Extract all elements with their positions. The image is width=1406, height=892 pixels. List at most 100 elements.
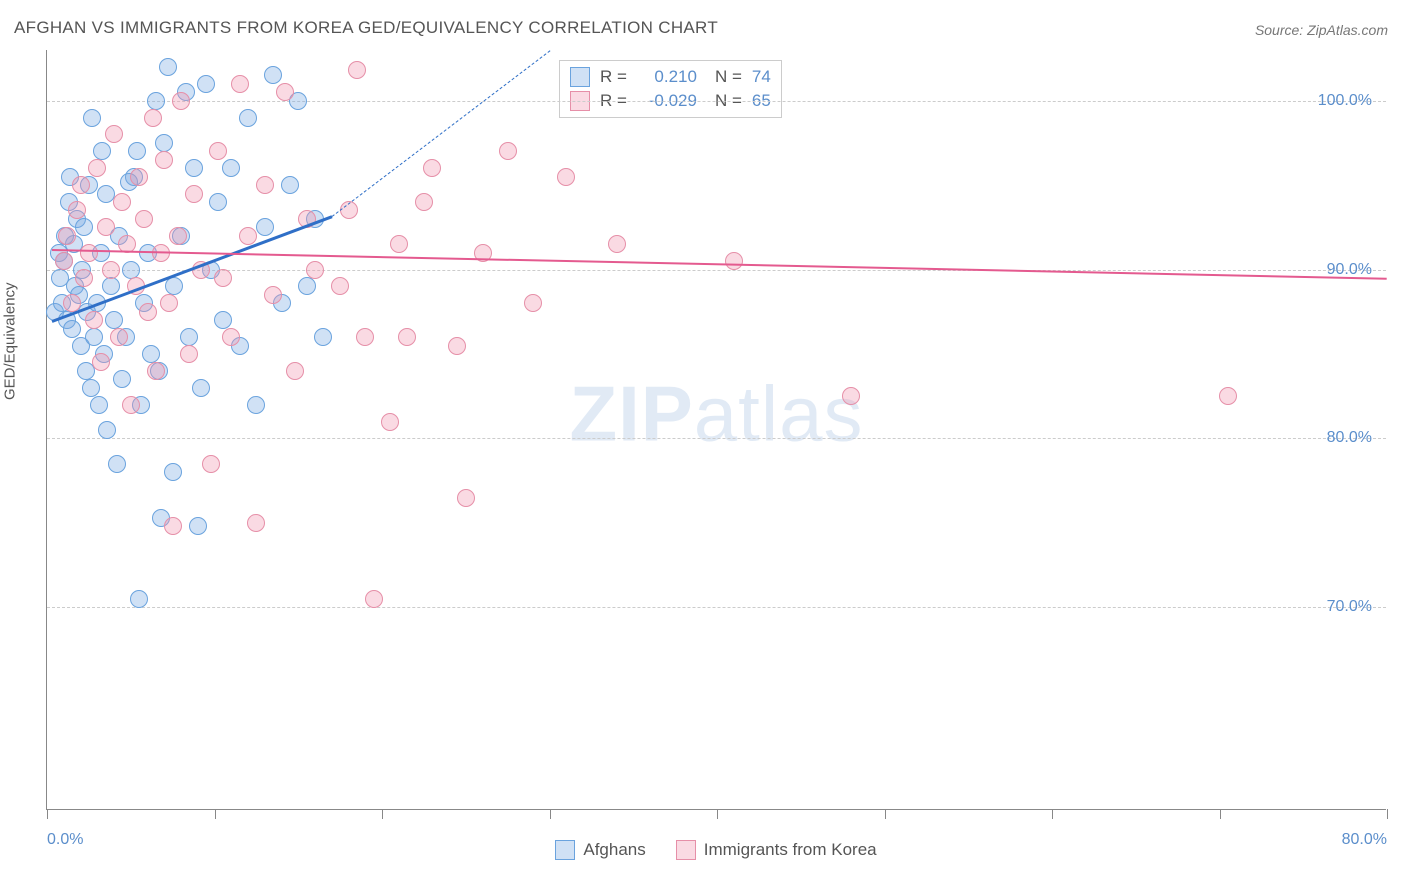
data-point <box>85 311 103 329</box>
data-point <box>725 252 743 270</box>
data-point <box>122 261 140 279</box>
y-tick-label: 80.0% <box>1327 429 1372 447</box>
data-point <box>231 75 249 93</box>
data-point <box>331 277 349 295</box>
grid-line <box>47 607 1386 608</box>
data-point <box>381 413 399 431</box>
data-point <box>256 218 274 236</box>
data-point <box>390 235 408 253</box>
data-point <box>165 277 183 295</box>
data-point <box>97 185 115 203</box>
x-tick <box>47 809 48 819</box>
chart-title: AFGHAN VS IMMIGRANTS FROM KOREA GED/EQUI… <box>14 18 718 38</box>
data-point <box>80 244 98 262</box>
data-point <box>281 176 299 194</box>
data-point <box>82 379 100 397</box>
legend-label: Afghans <box>583 840 645 860</box>
legend-item: Immigrants from Korea <box>676 840 877 860</box>
data-point <box>264 286 282 304</box>
data-point <box>192 379 210 397</box>
data-point <box>108 455 126 473</box>
data-point <box>88 159 106 177</box>
data-point <box>75 218 93 236</box>
x-tick <box>1052 809 1053 819</box>
data-point <box>110 328 128 346</box>
data-point <box>164 463 182 481</box>
data-point <box>222 159 240 177</box>
data-point <box>75 269 93 287</box>
x-tick <box>382 809 383 819</box>
grid-line <box>47 438 1386 439</box>
data-point <box>1219 387 1237 405</box>
data-point <box>247 514 265 532</box>
r-value: 0.210 <box>637 67 697 87</box>
data-point <box>348 61 366 79</box>
r-label: R = <box>600 67 627 87</box>
data-point <box>608 235 626 253</box>
y-axis-label: GED/Equivalency <box>2 282 19 400</box>
n-label: N = <box>715 67 742 87</box>
legend-swatch <box>676 840 696 860</box>
y-tick-label: 70.0% <box>1327 598 1372 616</box>
data-point <box>139 303 157 321</box>
data-point <box>197 75 215 93</box>
stats-legend: R =0.210N =74R =-0.029N =65 <box>559 60 782 118</box>
data-point <box>130 590 148 608</box>
data-point <box>105 311 123 329</box>
data-point <box>214 311 232 329</box>
data-point <box>58 227 76 245</box>
data-point <box>93 142 111 160</box>
data-point <box>83 109 101 127</box>
data-point <box>423 159 441 177</box>
data-point <box>98 421 116 439</box>
data-point <box>306 261 324 279</box>
data-point <box>113 193 131 211</box>
data-point <box>286 362 304 380</box>
data-point <box>448 337 466 355</box>
data-point <box>164 517 182 535</box>
data-point <box>147 92 165 110</box>
data-point <box>122 396 140 414</box>
data-point <box>185 159 203 177</box>
data-point <box>247 396 265 414</box>
data-point <box>92 353 110 371</box>
data-point <box>102 277 120 295</box>
data-point <box>222 328 240 346</box>
watermark: ZIPatlas <box>569 369 863 460</box>
data-point <box>214 269 232 287</box>
legend-item: Afghans <box>555 840 645 860</box>
y-tick-label: 100.0% <box>1318 92 1372 110</box>
legend-swatch <box>570 67 590 87</box>
trend-line <box>52 249 1387 280</box>
grid-line <box>47 270 1386 271</box>
data-point <box>457 489 475 507</box>
data-point <box>160 294 178 312</box>
data-point <box>398 328 416 346</box>
data-point <box>365 590 383 608</box>
data-point <box>499 142 517 160</box>
data-point <box>202 455 220 473</box>
data-point <box>169 227 187 245</box>
watermark-bold: ZIP <box>569 370 693 458</box>
source-label: Source: ZipAtlas.com <box>1255 22 1388 38</box>
data-point <box>557 168 575 186</box>
data-point <box>147 362 165 380</box>
grid-line <box>47 101 1386 102</box>
data-point <box>105 125 123 143</box>
data-point <box>842 387 860 405</box>
data-point <box>239 227 257 245</box>
data-point <box>314 328 332 346</box>
data-point <box>155 151 173 169</box>
data-point <box>63 320 81 338</box>
data-point <box>256 176 274 194</box>
data-point <box>144 109 162 127</box>
stats-legend-row: R =0.210N =74 <box>570 65 771 89</box>
legend-swatch <box>555 840 575 860</box>
data-point <box>524 294 542 312</box>
data-point <box>85 328 103 346</box>
data-point <box>180 345 198 363</box>
data-point <box>102 261 120 279</box>
data-point <box>142 345 160 363</box>
data-point <box>68 201 86 219</box>
data-point <box>155 134 173 152</box>
